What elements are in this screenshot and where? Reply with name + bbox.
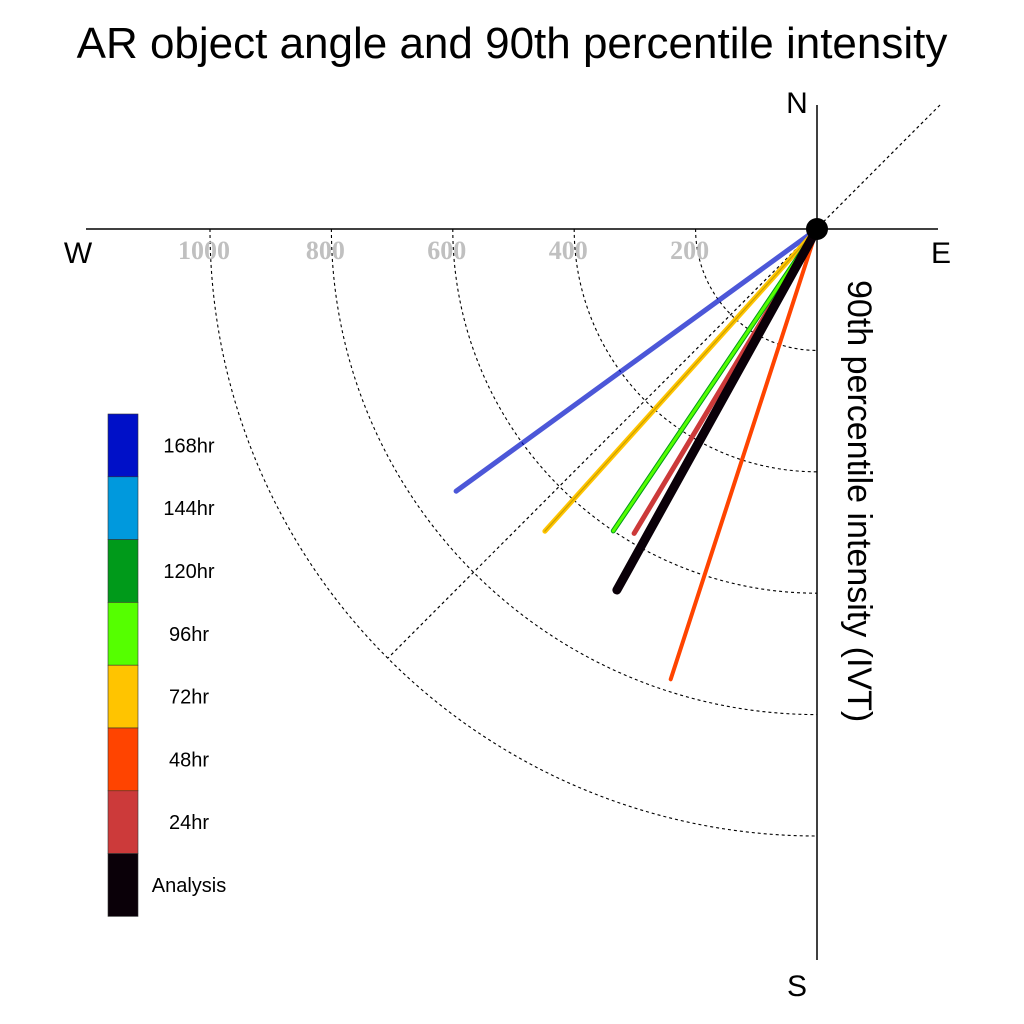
compass-north: N — [786, 87, 808, 120]
grid-ring-400 — [573, 228, 818, 473]
radial-grid — [209, 228, 818, 837]
legend-label-analysis: Analysis — [152, 875, 226, 897]
legend-label-120hr: 120hr — [163, 561, 214, 583]
vector-series — [453, 224, 822, 682]
compass-west: W — [64, 237, 93, 270]
tick-label-1000: 1000 — [178, 236, 230, 265]
tick-label-600: 600 — [427, 236, 466, 265]
grid-ring-200 — [695, 228, 818, 351]
vector-analysis — [612, 224, 822, 595]
origin-marker — [806, 218, 828, 240]
intensity-axis-label: 90th percentile intensity (IVT) — [840, 280, 878, 722]
compass-east: E — [931, 237, 951, 270]
legend-swatch-144hr — [107, 476, 139, 540]
tick-label-800: 800 — [306, 236, 345, 265]
tick-label-400: 400 — [549, 236, 588, 265]
legend-swatch-120hr — [107, 539, 139, 603]
legend-label-72hr: 72hr — [169, 687, 209, 709]
legend-swatch-24hr — [107, 790, 139, 854]
legend-swatch-analysis — [107, 853, 139, 917]
compass-south: S — [787, 970, 807, 1003]
legend: 168hr 144hr 120hr 96hr 72hr 48hr 24hr Analysis — [107, 413, 226, 917]
grid-ring-1000 — [209, 228, 818, 837]
legend-label-96hr: 96hr — [169, 624, 209, 646]
vector-168hr — [453, 226, 820, 494]
legend-swatch-48hr — [107, 727, 139, 792]
legend-swatch-168hr — [107, 413, 139, 478]
tick-label-200: 200 — [670, 236, 709, 265]
legend-label-48hr: 48hr — [169, 749, 209, 771]
diagonal-reference-line — [387, 104, 941, 659]
grid-ring-600 — [452, 228, 818, 594]
vector-72hr-core — [544, 228, 818, 532]
vector-48hr — [668, 227, 819, 682]
grid-ring-800 — [330, 228, 818, 716]
legend-swatch-96hr — [107, 602, 139, 666]
legend-label-24hr: 24hr — [169, 812, 209, 834]
legend-swatch-72hr — [107, 664, 139, 729]
legend-label-168hr: 168hr — [163, 435, 214, 457]
vector-96hr — [611, 227, 819, 533]
chart-title: AR object angle and 90th percentile inte… — [77, 19, 948, 68]
radial-tick-labels: 200 400 600 800 1000 — [178, 236, 709, 265]
legend-label-144hr: 144hr — [163, 498, 214, 520]
